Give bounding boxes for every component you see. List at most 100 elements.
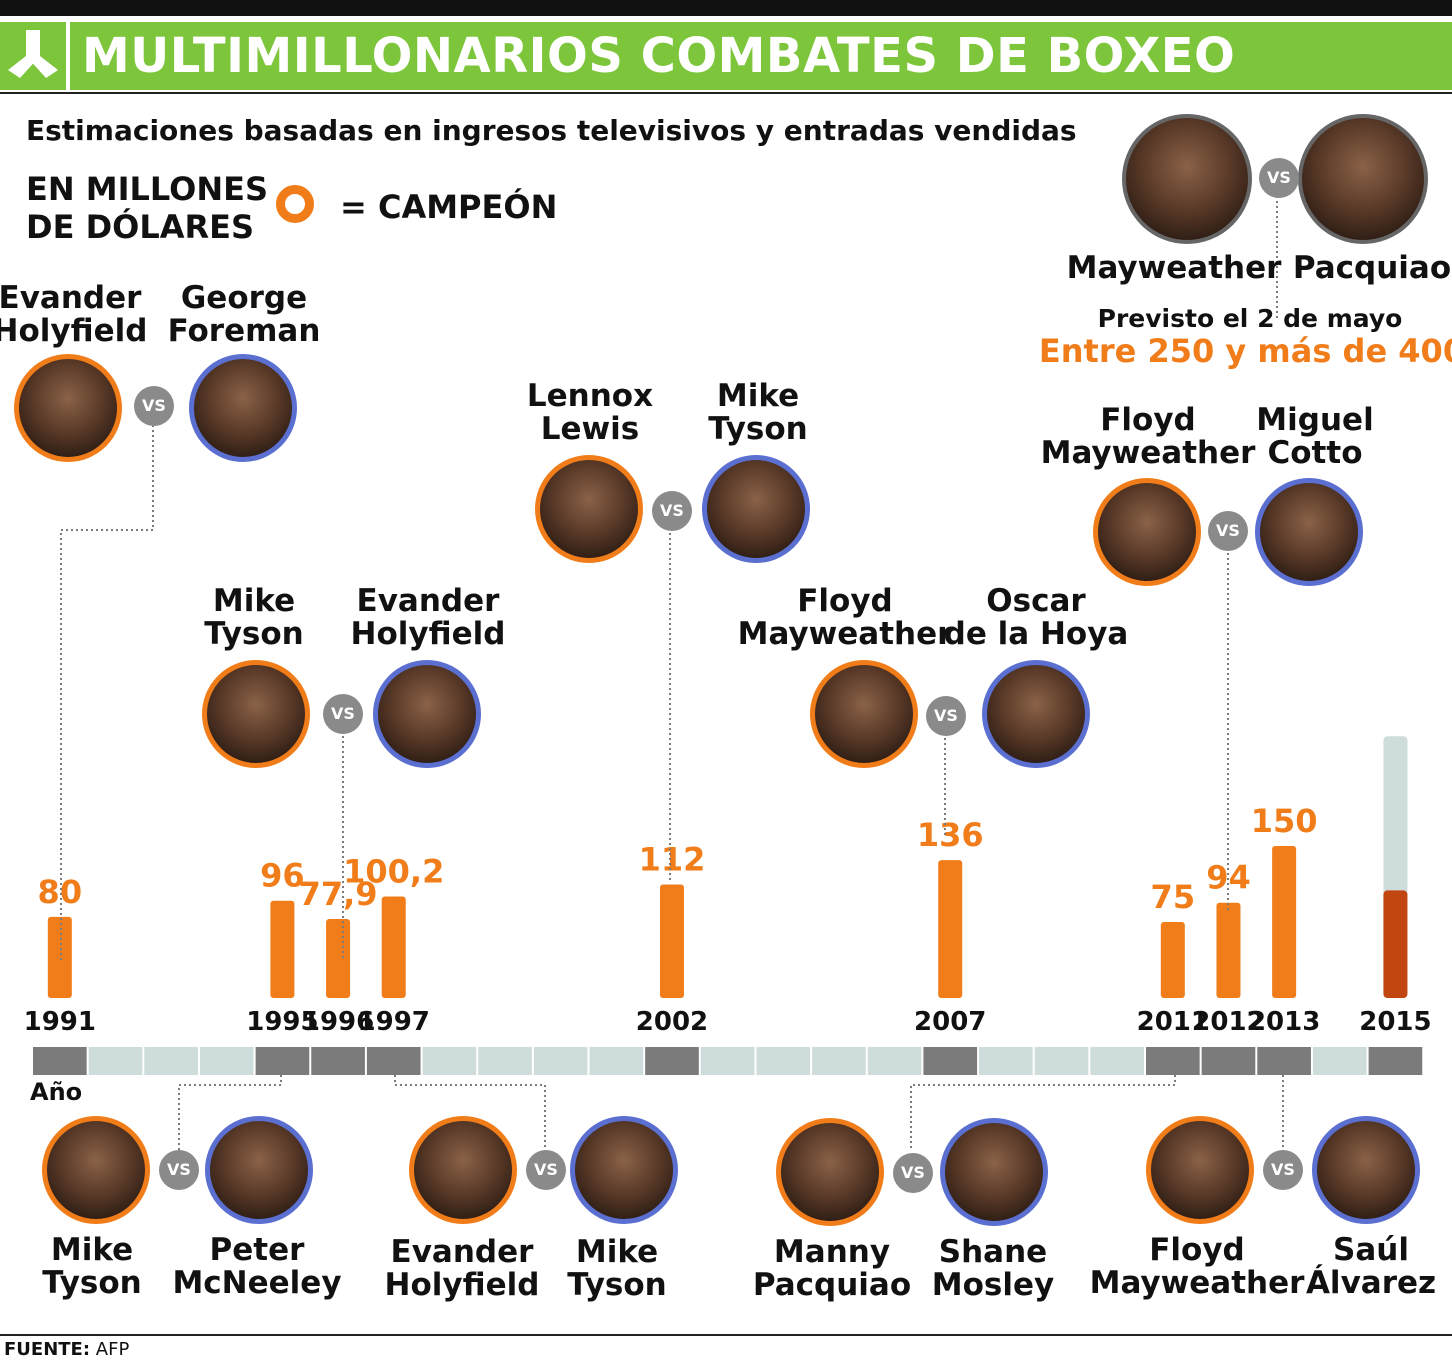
logo bbox=[0, 22, 66, 90]
year-label-1996: 1996 bbox=[302, 1007, 374, 1037]
data-label-2013: 150 bbox=[1251, 802, 1318, 840]
fighter-name: Evander Holyfield bbox=[384, 1234, 540, 1303]
top-bar bbox=[0, 0, 1452, 16]
year-segment bbox=[366, 1047, 421, 1075]
year-segment bbox=[422, 1047, 477, 1075]
fighter-photo bbox=[702, 455, 810, 563]
vs-icon: VS bbox=[323, 694, 363, 734]
year-segment bbox=[1257, 1047, 1311, 1075]
year-label-2015: 2015 bbox=[1359, 1007, 1431, 1037]
year-segment bbox=[1368, 1047, 1423, 1075]
data-label-1996: 77,9 bbox=[299, 875, 378, 913]
fighter-name: Floyd Mayweather bbox=[1040, 402, 1256, 471]
fighter-photo bbox=[205, 1116, 313, 1224]
fighter-name: Peter McNeeley bbox=[172, 1232, 342, 1301]
year-segment bbox=[867, 1047, 922, 1075]
bar-2012 bbox=[1216, 902, 1241, 998]
fighter-photo bbox=[535, 455, 643, 563]
year-label-2011: 2011 bbox=[1137, 1007, 1209, 1037]
fighter-name: Mike Tyson bbox=[42, 1232, 142, 1301]
data-label-1995: 96 bbox=[260, 857, 305, 895]
fighter-name: Saúl Álvarez bbox=[1305, 1232, 1437, 1301]
fighter-name: George Foreman bbox=[167, 280, 321, 349]
year-segment bbox=[589, 1047, 644, 1075]
fight-connector bbox=[60, 425, 154, 960]
fighter-photo bbox=[810, 660, 918, 768]
source-value: AFP bbox=[95, 1339, 130, 1360]
fighter-name: Mike Tyson bbox=[204, 583, 304, 652]
data-label-2002: 112 bbox=[639, 841, 706, 879]
fight-connector bbox=[178, 1075, 282, 1150]
year-segment bbox=[311, 1047, 365, 1075]
fighter-photo bbox=[1122, 114, 1252, 244]
fighter-photo bbox=[982, 660, 1090, 768]
bar-1996 bbox=[326, 919, 351, 998]
data-label-1991: 80 bbox=[38, 873, 83, 911]
data-label-2011: 75 bbox=[1151, 878, 1196, 916]
year-label-1995: 1995 bbox=[246, 1007, 318, 1037]
fighter-name: Evander Holyfield bbox=[350, 583, 506, 652]
fighter-name: Evander Holyfield bbox=[0, 280, 148, 349]
year-segment bbox=[1090, 1047, 1144, 1075]
bar-1995 bbox=[270, 900, 295, 998]
vs-icon: VS bbox=[1263, 1150, 1303, 1190]
year-segment bbox=[1201, 1047, 1256, 1075]
fighter-photo bbox=[1298, 114, 1428, 244]
vs-icon: VS bbox=[159, 1150, 199, 1190]
bar-2015-projection-low bbox=[1383, 890, 1408, 998]
year-segment bbox=[199, 1047, 254, 1075]
fighter-name: Miguel Cotto bbox=[1256, 402, 1374, 471]
year-segment bbox=[812, 1047, 866, 1075]
vs-icon: VS bbox=[652, 491, 692, 531]
fight-connector bbox=[394, 1075, 546, 1150]
fighter-photo bbox=[776, 1118, 884, 1226]
year-segment bbox=[478, 1047, 532, 1075]
year-segment bbox=[88, 1047, 143, 1075]
fighter-name: Floyd Mayweather bbox=[1089, 1232, 1305, 1301]
title-band bbox=[70, 22, 1452, 90]
fighter-photo bbox=[14, 354, 122, 462]
year-segment bbox=[255, 1047, 310, 1075]
vs-icon: VS bbox=[526, 1150, 566, 1190]
fighter-photo bbox=[189, 354, 297, 462]
fighter-photo bbox=[202, 660, 310, 768]
fighter-photo bbox=[1312, 1116, 1420, 1224]
year-label-2007: 2007 bbox=[914, 1007, 986, 1037]
vs-icon: VS bbox=[893, 1153, 933, 1193]
year-label-1997: 1997 bbox=[358, 1007, 430, 1037]
bar-2002 bbox=[659, 884, 684, 998]
year-segment bbox=[1034, 1047, 1089, 1075]
source: FUENTE: AFP bbox=[4, 1339, 129, 1360]
fighter-photo bbox=[409, 1116, 517, 1224]
fighter-photo bbox=[373, 660, 481, 768]
fighter-name: Shane Mosley bbox=[931, 1234, 1055, 1303]
fighter-photo bbox=[1255, 478, 1363, 586]
year-segment bbox=[1146, 1047, 1200, 1075]
year-segment bbox=[756, 1047, 811, 1075]
fighter-name: Mayweather bbox=[1066, 250, 1282, 286]
page-title: MULTIMILLONARIOS COMBATES DE BOXEO bbox=[82, 28, 1236, 84]
fighter-name: Mike Tyson bbox=[567, 1234, 667, 1303]
vs-icon: VS bbox=[1208, 511, 1248, 551]
bar-2011 bbox=[1160, 922, 1185, 998]
year-segment bbox=[33, 1047, 87, 1075]
year-label-2002: 2002 bbox=[636, 1007, 708, 1037]
fighter-photo bbox=[42, 1116, 150, 1224]
planned-range: Entre 250 y más de 400 bbox=[1038, 332, 1452, 370]
bar-1997 bbox=[381, 896, 406, 998]
year-label-2012: 2012 bbox=[1192, 1007, 1264, 1037]
subtitle: Estimaciones basadas en ingresos televis… bbox=[26, 114, 1077, 147]
year-segment bbox=[1312, 1047, 1367, 1075]
bar-2007 bbox=[938, 860, 963, 998]
fighter-photo bbox=[1146, 1116, 1254, 1224]
source-label: FUENTE: bbox=[4, 1339, 91, 1360]
vs-icon: VS bbox=[134, 386, 174, 426]
fighter-photo bbox=[1093, 478, 1201, 586]
year-label-2013: 2013 bbox=[1248, 1007, 1320, 1037]
footer-rule bbox=[0, 1334, 1452, 1336]
planned-note: Previsto el 2 de mayo bbox=[1097, 304, 1403, 333]
fighter-photo bbox=[940, 1118, 1048, 1226]
bar-1991 bbox=[47, 916, 72, 998]
fight-connector bbox=[910, 1075, 1176, 1150]
year-segment bbox=[700, 1047, 755, 1075]
